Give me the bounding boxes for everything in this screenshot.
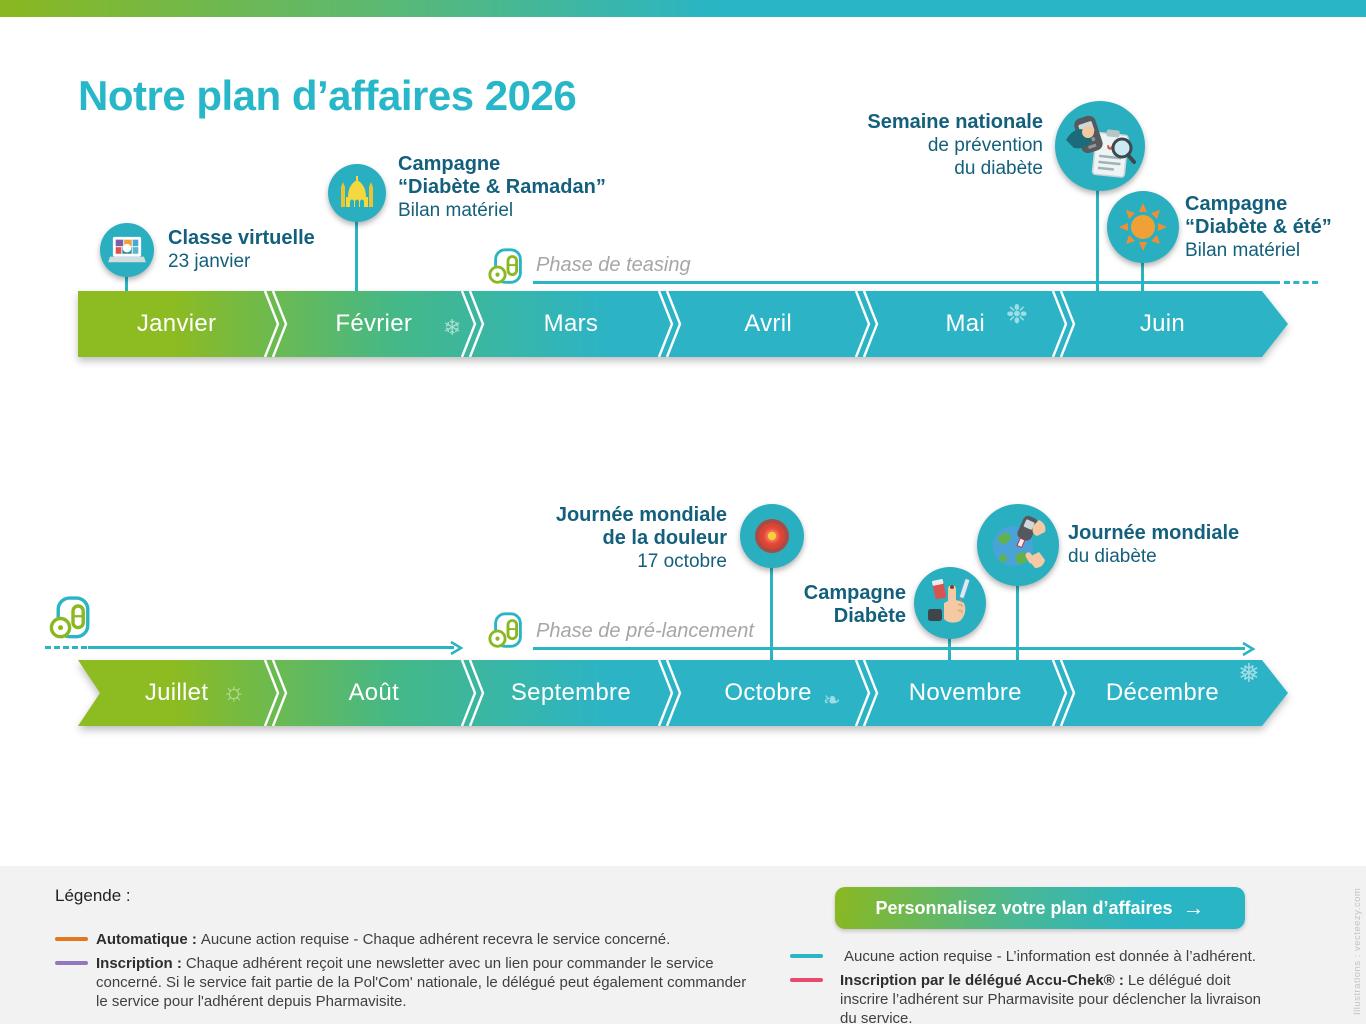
legend-item-text: Aucune action requise - L’information es… [844,948,1256,965]
event-ete: Campagne “Diabète & été” Bilan matériel [1185,193,1332,262]
event-date: 23 janvier [168,251,251,272]
legend-dash-delegate [790,978,823,982]
month-octobre: Octobre [724,679,812,706]
glucose-meter-outline-icon [487,611,529,656]
stem-semaine-nationale [1096,186,1099,294]
month-aout: Août [348,679,400,706]
legend-section: Légende : Automatique : Aucune action req… [0,866,1366,1024]
timeline-bar-row2: Juillet Août Septembre Octobre Novembre … [78,660,1288,726]
event-line: du diabète [954,158,1043,179]
chevron-separator-icon [1050,660,1076,726]
glucose-meter-outline-icon [48,595,98,647]
finger-prick-icon [914,567,986,639]
month-fevrier: Février [335,310,413,337]
chevron-separator-icon [459,660,485,726]
event-line: Campagne [803,582,906,604]
prelaunch-line [533,647,1245,650]
event-douleur: Journée mondiale de la douleur 17 octobr… [427,504,727,573]
legend-dash-info [790,954,823,958]
sun-icon [1107,191,1179,263]
event-semaine-nationale: Semaine nationale de prévention du diabè… [743,111,1043,180]
stem-campagne-diabete [948,634,951,662]
stem-classe-virtuelle [125,274,128,294]
legend-item-info: Aucune action requise - L’information es… [840,947,1270,966]
top-gradient-strip [0,0,1366,17]
arrowhead-icon [450,640,464,656]
teasing-line [533,281,1280,284]
event-line: Bilan matériel [398,200,514,221]
stem-ete [1141,260,1144,294]
personalize-plan-button[interactable]: Personnalisez votre plan d’affaires → [835,887,1245,929]
month-avril: Avril [744,310,792,337]
event-line: “Diabète & Ramadan” [398,176,606,198]
month-janvier: Janvier [136,310,217,337]
event-jm-diabete: Journée mondiale du diabète [1068,522,1239,568]
month-juillet: Juillet [144,679,209,706]
prelaunch-left-line [88,646,454,649]
month-mai: Mai [945,310,986,337]
event-campagne-diabete: Campagne Diabète [706,582,906,628]
month-juin: Juin [1139,310,1186,337]
chevron-separator-icon [262,660,288,726]
event-line: Semaine nationale [867,111,1043,133]
event-line: Diabète [833,605,906,627]
glucose-meter-outline-icon [487,247,529,292]
illustration-credit: Illustrations : vecteezy.com [1352,887,1363,1015]
event-title: Classe virtuelle [168,227,315,249]
legend-item-inscription: Inscription : Chaque adhérent reçoit une … [96,954,751,1011]
legend-item-text: Aucune action requise - Chaque adhérent … [200,931,671,948]
stem-ramadan [355,218,358,294]
event-ramadan: Campagne “Diabète & Ramadan” Bilan matér… [398,153,606,222]
chevron-separator-icon [262,291,288,357]
event-line: 17 octobre [637,551,727,572]
month-novembre: Novembre [908,679,1022,706]
legend-item-text: Chaque adhérent reçoit une newsletter av… [96,955,747,1010]
event-line: Bilan matériel [1185,240,1301,261]
legend-dash-inscription [55,961,88,965]
page-title: Notre plan d’affaires 2026 [78,72,577,119]
month-decembre: Décembre [1105,679,1219,706]
chevron-separator-icon [656,291,682,357]
legend-dash-automatique [55,937,88,941]
teasing-line-dashes [1284,281,1318,284]
legend-item-automatique: Automatique : Aucune action requise - Cha… [96,930,751,949]
event-line: Campagne [1185,193,1288,215]
stem-douleur [770,564,773,662]
event-line: du diabète [1068,546,1157,567]
legend-item-label: Inscription par le délégué Accu-Chek® : [840,972,1124,989]
pain-icon [740,504,804,568]
stem-jm-diabete [1016,581,1019,662]
chevron-separator-icon [853,291,879,357]
event-line: Journée mondiale [1068,522,1240,544]
event-line: Journée mondiale [555,504,727,526]
personalize-plan-label: Personnalisez votre plan d’affaires [875,897,1173,918]
event-line: Campagne [398,153,501,175]
chevron-separator-icon [459,291,485,357]
prevention-checkup-icon [1055,101,1145,191]
legend-item-delegate: Inscription par le délégué Accu-Chek® :L… [840,971,1270,1024]
right-arrow-icon: → [1182,895,1205,920]
world-diabetes-icon [977,504,1059,586]
event-line: de la douleur [602,527,727,549]
phase-teasing-label: Phase de teasing [536,254,691,276]
legend-item-label: Inscription : [96,955,182,972]
chevron-separator-icon [1050,291,1076,357]
mosque-icon [328,164,386,222]
event-line: “Diabète & été” [1185,216,1332,238]
legend-item-text: Le délégué doit inscrire l’adhérent sur … [840,972,1262,1024]
legend-item-label: Automatique : [96,931,197,948]
arrowhead-icon [1242,641,1256,657]
chevron-separator-icon [656,660,682,726]
chevron-separator-icon [853,660,879,726]
month-mars: Mars [543,310,599,337]
prelaunch-left-line-dashes [45,646,87,649]
legend-heading: Légende : [55,886,131,905]
event-line: de prévention [927,135,1043,156]
virtual-class-icon [100,223,154,277]
phase-prelaunch-label: Phase de pré-lancement [536,620,754,642]
month-septembre: Septembre [510,679,631,706]
timeline-bar-row1: Janvier Février Mars Avril Mai Juin ❄ ❉ [78,291,1288,357]
event-classe-virtuelle: Classe virtuelle 23 janvier [168,227,315,273]
